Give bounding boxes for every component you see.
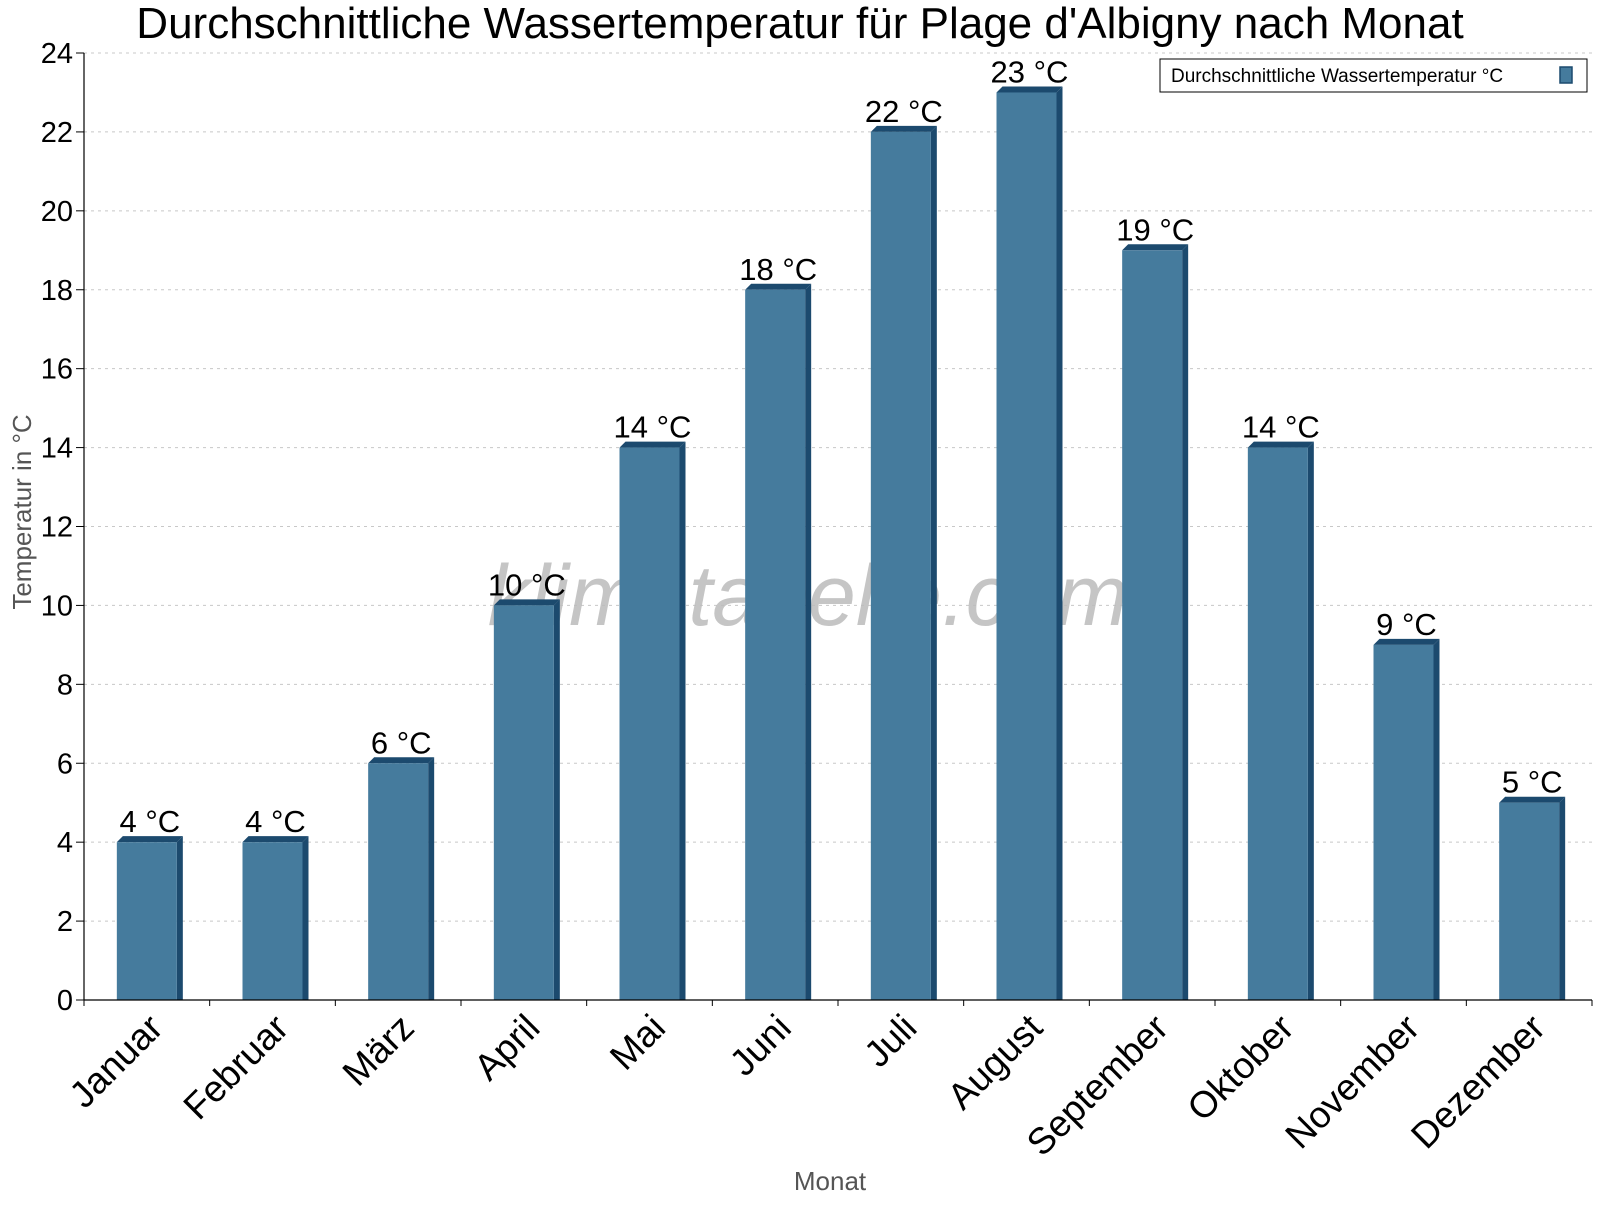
- bar: [1499, 796, 1566, 1000]
- y-tick-label: 14: [41, 433, 73, 465]
- bar-face: [996, 92, 1057, 1001]
- bar-side: [302, 836, 309, 1000]
- data-label: 23 °C: [991, 54, 1069, 89]
- x-tick-label: Dezember: [1403, 1007, 1553, 1157]
- y-tick-label: 20: [41, 196, 73, 228]
- bar-side: [176, 836, 183, 1000]
- bar: [1122, 244, 1189, 1000]
- data-label: 4 °C: [245, 804, 306, 839]
- bar-side: [1056, 86, 1063, 1001]
- x-tick-label: Oktober: [1179, 1007, 1301, 1129]
- data-label: 9 °C: [1376, 607, 1437, 642]
- bar-face: [1122, 250, 1183, 1000]
- y-tick-label: 0: [57, 985, 73, 1017]
- bar-top: [996, 86, 1063, 93]
- x-tick-label: Januar: [61, 1007, 170, 1116]
- bar-top: [116, 836, 183, 843]
- data-label: 14 °C: [1242, 410, 1320, 445]
- data-label: 19 °C: [1116, 212, 1194, 247]
- bar-top: [1247, 441, 1314, 448]
- bar: [242, 836, 309, 1000]
- chart-title: Durchschnittliche Wassertemperatur für P…: [136, 0, 1463, 48]
- bar-top: [1373, 638, 1440, 645]
- bar-side: [930, 125, 937, 1000]
- bar-top: [1122, 244, 1189, 251]
- bar-top: [870, 125, 937, 132]
- x-tick-label: Juni: [722, 1007, 799, 1084]
- bar: [619, 441, 686, 1000]
- bar-face: [1373, 644, 1434, 1000]
- grid-lines: [84, 52, 1592, 922]
- y-tick-label: 2: [57, 906, 73, 938]
- bar-side: [1559, 796, 1566, 1000]
- y-tick-label: 6: [57, 748, 73, 780]
- legend-label: Durchschnittliche Wassertemperatur °C: [1171, 66, 1503, 87]
- bar-face: [870, 131, 931, 1000]
- bar: [116, 836, 183, 1000]
- y-tick-label: 24: [41, 38, 73, 70]
- bar-top: [1499, 796, 1566, 803]
- legend-box: [1159, 58, 1588, 93]
- x-tick-label: Mai: [602, 1007, 673, 1078]
- legend: Durchschnittliche Wassertemperatur °C: [1159, 58, 1588, 93]
- bar-side: [553, 599, 560, 1000]
- bar-face: [1499, 802, 1560, 1000]
- legend-swatch: [1559, 66, 1573, 84]
- bar: [1373, 638, 1440, 1000]
- bar-top: [242, 836, 309, 843]
- bar: [368, 757, 435, 1000]
- y-tick-label: 18: [41, 275, 73, 307]
- bar-face: [242, 842, 303, 1000]
- bar-face: [1247, 447, 1308, 1000]
- y-tick-label: 16: [41, 354, 73, 386]
- x-tick-label: Juli: [856, 1007, 924, 1075]
- x-tick-label: August: [940, 1006, 1051, 1117]
- bars: [116, 86, 1566, 1001]
- y-axis-title: Temperatur in °C: [7, 414, 37, 609]
- x-tick-label: März: [335, 1007, 422, 1094]
- bar-side: [805, 283, 812, 1000]
- x-tick-label: November: [1277, 1007, 1427, 1157]
- bar: [1247, 441, 1314, 1000]
- x-tick-label: Februar: [176, 1007, 297, 1128]
- bar: [493, 599, 560, 1000]
- bar-top: [619, 441, 686, 448]
- y-tick-label: 12: [41, 512, 73, 544]
- y-tick-label: 10: [41, 590, 73, 622]
- bar-face: [619, 447, 680, 1000]
- data-label: 10 °C: [488, 567, 566, 602]
- bar: [870, 125, 937, 1000]
- bar-face: [745, 289, 806, 1000]
- y-tick-label: 22: [41, 117, 73, 149]
- bar-top: [368, 757, 435, 764]
- bar: [996, 86, 1063, 1001]
- data-label: 6 °C: [371, 725, 432, 760]
- bar-side: [1182, 244, 1189, 1000]
- y-tick-label: 4: [57, 827, 73, 859]
- bar-face: [493, 605, 554, 1000]
- bar-side: [1433, 638, 1440, 1000]
- x-tick-label: April: [466, 1007, 547, 1088]
- bar-side: [1307, 441, 1314, 1000]
- data-label: 14 °C: [614, 410, 692, 445]
- data-label: 5 °C: [1502, 765, 1563, 800]
- data-label: 18 °C: [739, 252, 817, 287]
- bar: [745, 283, 812, 1000]
- bar-face: [116, 842, 177, 1000]
- bar-side: [679, 441, 686, 1000]
- data-label: 22 °C: [865, 94, 943, 129]
- y-tick-label: 8: [57, 669, 73, 701]
- x-axis-title: Monat: [794, 1166, 867, 1196]
- bar-top: [745, 283, 812, 290]
- bar-side: [428, 757, 435, 1000]
- bar-top: [493, 599, 560, 606]
- data-labels: 4 °C 4 °C 6 °C 10 °C 14 °C 18 °C 22 °C 23 °C 19 …: [120, 54, 1563, 839]
- bar-face: [368, 763, 429, 1000]
- data-label: 4 °C: [120, 804, 181, 839]
